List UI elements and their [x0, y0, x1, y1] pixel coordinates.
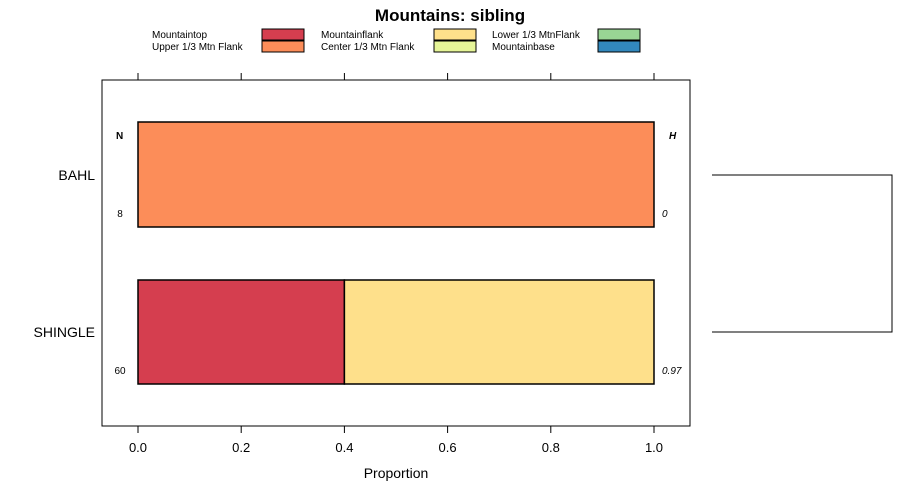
h-value-bahl: 0 — [662, 209, 668, 220]
legend-swatch-lower-1-3-mtnflank — [597, 28, 641, 41]
legend-label-mountainbase: Mountainbase — [492, 42, 555, 53]
x-axis: 0.0 0.2 0.4 0.6 0.8 1.0 — [129, 73, 663, 455]
legend-swatch-mountaintop — [261, 28, 305, 41]
bar-segment-bahl-upper-1-3-mtn-flank — [137, 121, 655, 228]
legend-label-center-1-3-mtn-flank: Center 1/3 Mtn Flank — [321, 42, 415, 53]
legend-label-mountainflank: Mountainflank — [321, 30, 384, 41]
n-value-shingle: 60 — [114, 366, 126, 377]
n-header: N — [116, 131, 123, 142]
chart-title: Mountains: sibling — [375, 6, 525, 25]
dendrogram — [712, 174, 893, 333]
legend-label-mountaintop: Mountaintop — [152, 30, 207, 41]
annotations: 8 0 60 0.97 — [114, 209, 681, 377]
bar-segment-shingle-mountaintop — [137, 279, 346, 385]
legend-swatch-mountainbase — [597, 40, 641, 53]
h-value-shingle: 0.97 — [662, 366, 682, 377]
n-value-bahl: 8 — [117, 209, 123, 220]
dendrogram-branch — [712, 174, 893, 333]
plot-frame — [101, 79, 691, 427]
bar-segment-shingle-mountainflank — [343, 279, 655, 385]
x-tick-label: 0.4 — [335, 440, 353, 455]
x-tick-label: 1.0 — [645, 440, 663, 455]
x-tick-label: 0.0 — [129, 440, 147, 455]
legend-label-upper-1-3-mtn-flank: Upper 1/3 Mtn Flank — [152, 42, 244, 53]
legend-label-lower-1-3-mtnflank: Lower 1/3 MtnFlank — [492, 30, 581, 41]
bars-group — [137, 121, 655, 385]
category-labels: BAHL SHINGLE — [34, 167, 96, 340]
x-axis-label: Proportion — [364, 465, 429, 481]
x-tick-label: 0.6 — [439, 440, 457, 455]
category-label-bahl: BAHL — [58, 167, 95, 183]
x-tick-label: 0.8 — [542, 440, 560, 455]
legend-swatch-upper-1-3-mtn-flank — [261, 40, 305, 53]
category-label-shingle: SHINGLE — [34, 324, 95, 340]
legend-swatch-center-1-3-mtn-flank — [433, 40, 477, 53]
x-tick-label: 0.2 — [232, 440, 250, 455]
h-header: H — [669, 131, 677, 142]
legend-swatch-mountainflank — [433, 28, 477, 41]
